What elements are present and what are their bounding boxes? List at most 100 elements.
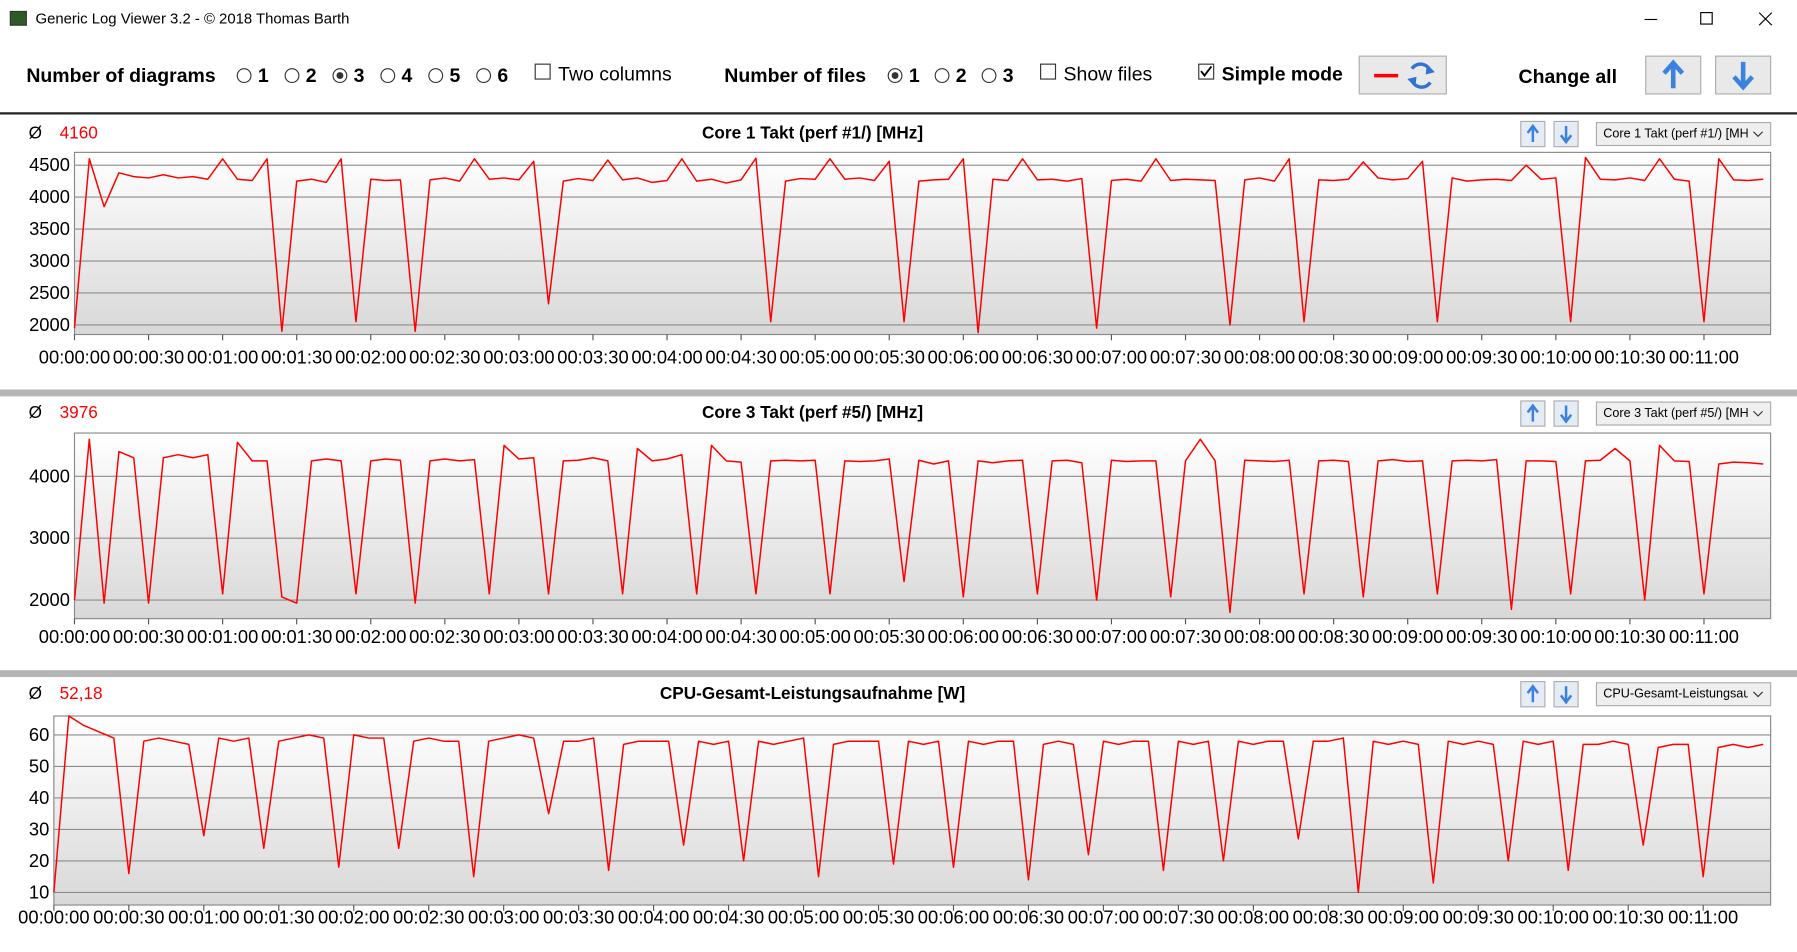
x-tick-label: 00:06:00 bbox=[918, 907, 989, 928]
x-tick-label: 00:03:00 bbox=[468, 907, 539, 928]
average-value: 3976 bbox=[60, 402, 98, 422]
x-tick-label: 00:06:00 bbox=[928, 626, 999, 647]
data-line bbox=[73, 438, 1764, 614]
x-tick-label: 00:03:00 bbox=[483, 626, 554, 647]
selector-mask bbox=[1747, 683, 1770, 705]
y-tick-label: 30 bbox=[29, 818, 49, 839]
x-tick-label: 00:01:30 bbox=[243, 907, 314, 928]
radio-label: 1 bbox=[258, 65, 269, 87]
x-tick-label: 00:09:00 bbox=[1368, 907, 1439, 928]
y-tick-label: 3000 bbox=[29, 527, 70, 548]
x-tick-label: 00:00:00 bbox=[39, 346, 110, 367]
radio-label: 5 bbox=[449, 65, 460, 87]
x-tick-label: 00:02:00 bbox=[318, 907, 389, 928]
x-tick-label: 00:08:30 bbox=[1298, 346, 1369, 367]
radio-button[interactable] bbox=[380, 68, 396, 84]
x-tick-label: 00:07:00 bbox=[1076, 626, 1147, 647]
x-tick-label: 00:01:30 bbox=[261, 626, 332, 647]
radio-button[interactable] bbox=[284, 68, 300, 84]
color-button[interactable] bbox=[1358, 55, 1447, 95]
up-arrow-icon bbox=[1526, 123, 1540, 143]
x-tick-label: 00:00:00 bbox=[39, 626, 110, 647]
panel-separator bbox=[0, 389, 1797, 397]
x-tick-label: 00:06:00 bbox=[928, 346, 999, 367]
y-tick-label: 3000 bbox=[29, 250, 70, 271]
channel-selector[interactable] bbox=[1595, 682, 1772, 707]
radio-label: 6 bbox=[497, 65, 508, 87]
channel-selector-text: Core 1 Takt (perf #1/) [MH bbox=[1603, 126, 1748, 140]
down-arrow-icon bbox=[1559, 405, 1573, 424]
average-symbol: Ø bbox=[29, 402, 42, 422]
radio-button[interactable] bbox=[236, 68, 252, 84]
channel-selector[interactable] bbox=[1595, 122, 1772, 147]
radio-label: 2 bbox=[956, 65, 967, 87]
close-button[interactable] bbox=[1758, 12, 1773, 26]
radio-label: 3 bbox=[1003, 65, 1014, 87]
dropdown-caret bbox=[1753, 131, 1764, 138]
down-arrow-icon bbox=[1559, 686, 1573, 705]
radio-dot bbox=[336, 72, 344, 80]
x-tick-label: 00:04:30 bbox=[705, 626, 776, 647]
radio-label: 3 bbox=[354, 65, 365, 87]
x-tick-label: 00:07:00 bbox=[1068, 907, 1139, 928]
diagram-panel: Ø 3976 Core 3 Takt (perf #5/) [MHz] Core 3 … bbox=[0, 389, 1797, 647]
x-tick-label: 00:02:30 bbox=[409, 626, 480, 647]
selector-mask bbox=[1747, 403, 1770, 424]
x-tick-label: 00:00:30 bbox=[93, 907, 164, 928]
diagram-panel: Ø 52,18 CPU-Gesamt-Leistungsaufnahme [W] CP… bbox=[0, 670, 1797, 928]
radio-button[interactable] bbox=[476, 68, 492, 84]
data-line bbox=[53, 715, 1764, 894]
panel-separator bbox=[0, 670, 1797, 678]
maximize-button[interactable] bbox=[1700, 12, 1713, 25]
chart-title: CPU-Gesamt-Leistungsaufnahme [W] bbox=[660, 683, 965, 703]
radio-button[interactable] bbox=[981, 68, 997, 84]
x-tick-label: 00:05:30 bbox=[854, 626, 925, 647]
radio-button[interactable] bbox=[428, 68, 444, 84]
x-tick-label: 00:10:30 bbox=[1593, 907, 1664, 928]
x-tick-label: 00:08:00 bbox=[1224, 626, 1295, 647]
x-tick-label: 00:11:00 bbox=[1669, 626, 1739, 647]
refresh-arrow bbox=[1425, 64, 1435, 75]
x-tick-label: 00:09:30 bbox=[1443, 907, 1514, 928]
up-arrow-icon bbox=[1526, 403, 1540, 422]
radio-label: 1 bbox=[909, 65, 920, 87]
data-line bbox=[73, 156, 1764, 334]
radio-label: 4 bbox=[402, 65, 413, 87]
channel-selector-text: Core 3 Takt (perf #5/) [MH bbox=[1603, 406, 1748, 420]
y-tick-label: 40 bbox=[29, 787, 49, 808]
checkbox-label: Simple mode bbox=[1222, 64, 1343, 86]
y-tick-label: 2000 bbox=[29, 589, 70, 610]
x-tick-label: 00:04:00 bbox=[631, 346, 702, 367]
toolbar: Number of diagrams 1 2 3 4 5 6 Two columns Numbe… bbox=[26, 63, 1617, 88]
diagram-panel: Ø 4160 Core 1 Takt (perf #1/) [MHz] Core 1 … bbox=[29, 120, 1772, 367]
x-tick-label: 00:02:30 bbox=[393, 907, 464, 928]
y-tick-label: 50 bbox=[29, 755, 49, 776]
x-tick-label: 00:05:00 bbox=[779, 346, 850, 367]
checkbox[interactable] bbox=[534, 63, 551, 80]
x-tick-label: 00:06:30 bbox=[993, 907, 1064, 928]
x-tick-label: 00:11:00 bbox=[1669, 346, 1739, 367]
radio-dot bbox=[891, 72, 899, 80]
x-tick-label: 00:10:00 bbox=[1518, 907, 1589, 928]
x-tick-label: 00:06:30 bbox=[1002, 626, 1073, 647]
y-tick-label: 4000 bbox=[29, 465, 70, 486]
x-tick-label: 00:05:00 bbox=[779, 626, 850, 647]
dropdown-caret bbox=[1753, 691, 1764, 698]
label: Number of diagrams bbox=[26, 65, 216, 87]
x-tick-label: 00:07:00 bbox=[1076, 346, 1147, 367]
diagram-area: Ø 4160 Core 1 Takt (perf #1/) [MHz] Core 1 … bbox=[0, 120, 1797, 928]
checkbox[interactable] bbox=[1040, 63, 1057, 80]
x-tick-label: 00:08:00 bbox=[1218, 907, 1289, 928]
channel-selector[interactable] bbox=[1595, 401, 1772, 426]
radio-button[interactable] bbox=[934, 68, 950, 84]
x-tick-label: 00:10:00 bbox=[1520, 346, 1591, 367]
chart-title: Core 1 Takt (perf #1/) [MHz] bbox=[702, 123, 923, 143]
x-tick-label: 00:05:30 bbox=[843, 907, 914, 928]
average-value: 52,18 bbox=[60, 683, 103, 703]
x-tick-label: 00:10:00 bbox=[1520, 626, 1591, 647]
plot-area bbox=[73, 151, 1772, 336]
x-tick-label: 00:03:00 bbox=[483, 346, 554, 367]
x-tick-label: 00:09:30 bbox=[1446, 626, 1517, 647]
x-tick-label: 00:06:30 bbox=[1002, 346, 1073, 367]
